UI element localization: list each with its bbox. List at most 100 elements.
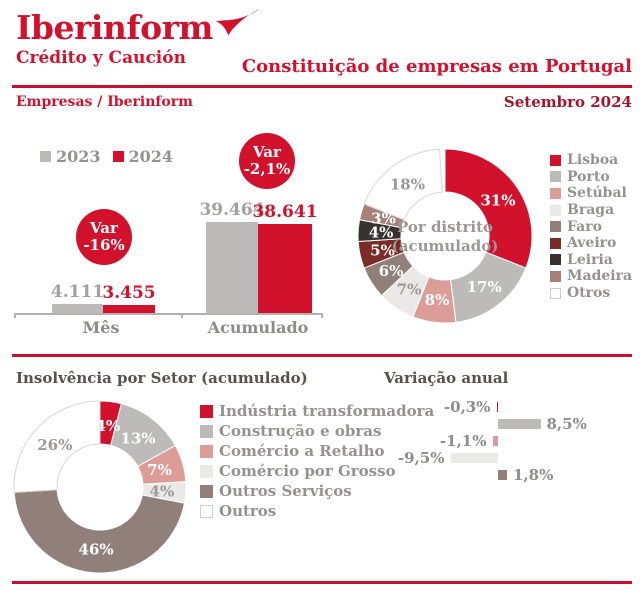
legend-label: Faro [567,218,602,235]
var-badge-line1: Var [253,143,281,161]
bar-2023-mes [52,303,103,313]
bar-value-2024-mes: 3.455 [102,283,156,304]
bottom-divider [12,580,632,584]
legend-label: Outros [219,502,277,520]
donut-segment-value-outros: 26% [37,436,72,454]
logo-wordmark: Iberinform [16,8,213,47]
legend-swatch-porto [550,171,561,183]
hbar-3 [450,453,498,463]
section-divider [12,353,632,357]
hbar-value-0: -0,3% [443,398,491,416]
donut-segment-value-outros-servicos: 46% [79,540,114,558]
var-badge-mes: Var -16% [76,209,132,265]
hbar-value-4: 1,8% [513,466,554,484]
legend-swatch-setubal [550,187,561,199]
bar-value-2023-acumulado: 39.464 [199,200,265,220]
axis-tick [181,313,183,318]
donut-segment-outros [13,400,101,493]
legend-label: Comércio por Grosso [219,462,396,480]
legend-swatch-industria-transformadora [200,404,213,418]
donut-segment-value-porto: 17% [467,278,502,296]
var-badge-line2: -2,1% [243,160,291,178]
breadcrumb: Empresas / Iberinform [16,94,193,110]
legend-swatch-comercio-por-grosso [200,464,213,478]
legend-item-outros: Outros [200,501,434,521]
legend-swatch-outros-servicos [200,484,213,498]
legend-item-2023: 2023 [56,147,101,166]
legend-item-braga: Braga [550,202,632,219]
bird-icon [215,8,260,36]
var-badge-line2: -16% [83,236,125,254]
legend-label: Indústria transformadora [219,402,435,420]
var-badge-line1: Var [90,219,118,237]
legend-swatch-otros [550,287,561,299]
legend-swatch-aveiro [550,237,561,249]
x-axis [14,313,322,315]
axis-tick [14,313,16,318]
header-divider [12,84,632,88]
legend-label: Construção e obras [219,422,382,440]
hbar-0 [496,402,498,412]
legend-swatch-outros [200,504,213,518]
bar-2024-mes [103,305,155,313]
legend-item-comercio-a-retalho: Comércio a Retalho [200,441,434,461]
donut-segment-value-aveiro: 5% [370,242,395,260]
variation-section-title: Variação anual [384,369,509,387]
legend-item-construcao-e-obras: Construção e obras [200,421,434,441]
legend-label: Leiria [567,251,613,268]
legend-label: Porto [567,168,610,185]
report-date: Setembro 2024 [503,93,632,111]
bar-value-2024-acumulado: 38.641 [252,201,318,222]
donut-segment-value-construcao-e-obras: 13% [120,430,155,448]
donut-segment-value-leiria: 4% [369,224,394,242]
legend-swatch-lisboa [550,154,561,166]
var-badge-acumulado: Var -2,1% [239,133,295,189]
iberinform-logo: Iberinform Crédito y Caución [16,8,260,68]
hbar-1 [498,419,541,429]
donut-segment-value-madeira: 3% [371,210,396,228]
sector-legend: Indústria transformadora Construção e obr… [200,401,434,521]
legend-label: Lisboa [567,152,619,169]
chart-legend: 2023 2024 [40,147,173,166]
bar-value-2023-mes: 4.111 [50,281,105,302]
district-donut-svg: 31% 17% 8%7%6% 5%4%3% 18% [357,148,533,324]
legend-swatch-braga [550,204,561,216]
legend-label: Outros Serviços [219,482,352,500]
legend-swatch-2024 [112,151,124,162]
hbar-4 [498,470,507,480]
page-title: Constituição de empresas em Portugal [241,56,632,77]
legend-label: Madeira [567,268,633,285]
legend-item-otros: Otros [550,285,632,302]
donut-segment-outros-servicos [13,489,186,574]
category-label-acumulado: Acumulado [207,318,309,337]
insolvency-section-title: Insolvência por Setor (acumulado) [16,369,308,387]
legend-item-industria-transformadora: Indústria transformadora [200,401,434,421]
legend-swatch-comercio-a-retalho [200,444,213,458]
donut-segment-lisboa [444,148,533,269]
donut-segment-otros [363,148,443,221]
legend-label: Setúbal [567,185,627,202]
legend-swatch-faro [550,221,561,233]
sector-donut-svg: 4%13%7%4%46%26% [13,400,187,574]
hbar-value-2: -1,1% [439,432,487,450]
donut-center-line1: Por distrito [396,218,494,236]
legend-item-faro: Faro [550,218,632,235]
hbar-value-3: -9,5% [397,449,445,467]
legend-item-aveiro: Aveiro [550,235,632,252]
legend-label: Otros [567,285,611,302]
legend-item-outros-servicos: Outros Serviços [200,481,434,501]
bar-2024-acumulado [258,223,312,313]
hbar-2 [492,436,498,446]
district-legend: Lisboa Porto Setúbal Braga Faro Aveiro Leiria M… [550,152,632,301]
donut-segment-value-faro: 6% [379,262,404,280]
legend-label: Aveiro [567,235,617,252]
legend-item-lisboa: Lisboa [550,152,632,169]
bar-2023-acumulado [206,222,258,313]
legend-swatch-madeira [550,270,561,282]
legend-item-madeira: Madeira [550,268,632,285]
legend-swatch-construcao-e-obras [200,424,213,438]
donut-segment-value-lisboa: 31% [480,192,515,210]
donut-center-line2: (acumulado) [391,237,499,255]
donut-segment-value-industria-transformadora: 4% [95,417,120,435]
